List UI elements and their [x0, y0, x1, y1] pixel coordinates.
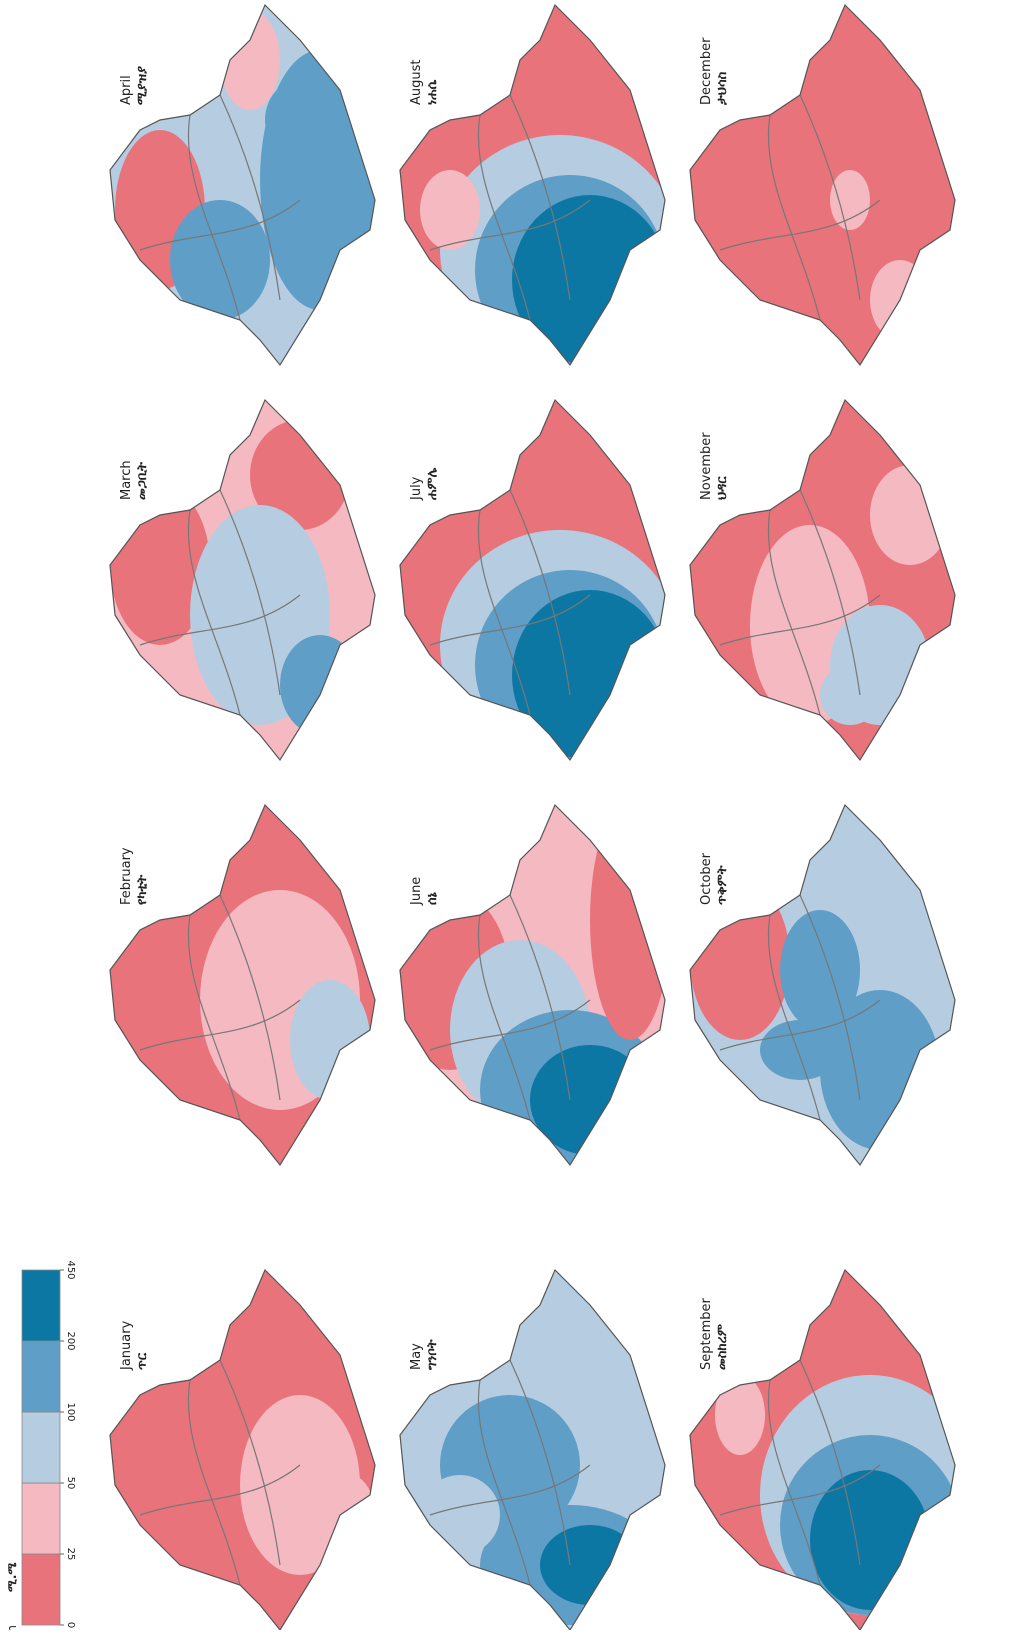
map-zones: [100, 800, 390, 1170]
month-label: October: [699, 852, 714, 905]
legend-swatch: [22, 1483, 60, 1554]
zone: [220, 10, 280, 110]
month-label-local: ህዳር: [715, 476, 730, 500]
legend-swatch: [22, 1341, 60, 1412]
zone: [280, 635, 360, 735]
zone: [512, 590, 668, 760]
map-zones: [390, 800, 680, 1170]
zone: [715, 1375, 765, 1455]
zone: [760, 1020, 840, 1080]
zone: [810, 1470, 930, 1610]
map-zones: [390, 1265, 680, 1630]
map-zones: [100, 1265, 390, 1630]
map-zones: [100, 395, 390, 765]
month-label-local: ጥር: [135, 1352, 150, 1370]
month-label: November: [699, 432, 714, 500]
zone: [325, 1475, 375, 1555]
zone: [540, 1525, 640, 1605]
month-label: June: [409, 877, 424, 906]
map-zones: [680, 395, 970, 765]
zone: [680, 0, 970, 370]
legend-tick-label: 450: [65, 1260, 76, 1279]
month-label: April: [119, 75, 134, 105]
map-zones: [680, 800, 970, 1170]
month-label-local: የካቲት: [135, 875, 150, 905]
map-zones: [680, 0, 970, 370]
month-label: September: [699, 1297, 714, 1370]
month-label: February: [119, 847, 134, 905]
legend-tick-label: 100: [65, 1402, 76, 1421]
month-label-local: ሰኔ: [425, 891, 440, 905]
legend-swatch: [22, 1554, 60, 1625]
zone: [290, 980, 370, 1100]
month-label-local: መስከረም: [715, 1324, 730, 1370]
month-label-local: ግንቦት: [425, 1339, 440, 1370]
zone: [512, 195, 668, 365]
month-label: August: [409, 60, 424, 106]
map-zones: [680, 1265, 980, 1630]
zone: [830, 170, 870, 230]
legend-tick-label: 200: [65, 1331, 76, 1350]
legend-unit: mm: [5, 1625, 19, 1630]
map-figure: JanuaryጥርFebruaryየካቲትMarchመጋቢትAprilሚያዝያM…: [0, 0, 1010, 1630]
month-label: July: [409, 476, 424, 501]
month-label-local: ጥቅምት: [715, 865, 730, 905]
legend-tick-label: 25: [65, 1548, 76, 1561]
month-label: May: [409, 1343, 424, 1370]
legend-tick-label: 0: [65, 1622, 76, 1628]
month-label: March: [119, 460, 134, 500]
zone: [420, 170, 480, 250]
zone: [590, 800, 670, 1040]
month-label-local: ሚያዝያ: [135, 66, 150, 105]
month-label-local: መጋቢት: [135, 462, 150, 500]
month-label: January: [119, 1320, 134, 1371]
month-label: December: [699, 37, 714, 105]
legend-unit-local: ሚ.ሜ: [5, 1562, 19, 1592]
legend-swatch: [22, 1412, 60, 1483]
month-label-local: ታህሳስ: [715, 71, 730, 105]
zone: [870, 465, 950, 565]
zone: [780, 910, 860, 1030]
map-zones: [100, 0, 390, 370]
map-zones: [390, 0, 680, 370]
zone: [420, 1475, 500, 1555]
month-label-local: ሐምሌ: [425, 467, 440, 500]
month-label-local: ነሐሴ: [425, 79, 440, 105]
zone: [265, 80, 335, 160]
legend-swatch: [22, 1270, 60, 1341]
legend-tick-label: 50: [65, 1477, 76, 1490]
map-zones: [390, 395, 680, 765]
zone: [820, 665, 880, 725]
